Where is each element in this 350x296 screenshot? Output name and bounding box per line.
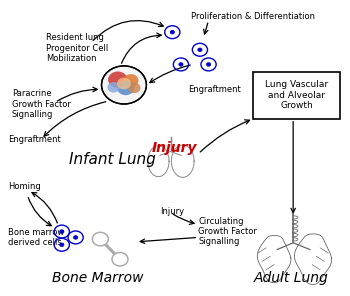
Text: Paracrine
Growth Factor
Signalling: Paracrine Growth Factor Signalling — [12, 89, 71, 119]
Circle shape — [117, 78, 131, 89]
Circle shape — [60, 243, 64, 247]
Text: Bone Marrow: Bone Marrow — [52, 271, 144, 285]
Circle shape — [179, 63, 183, 66]
Circle shape — [74, 236, 78, 239]
Circle shape — [102, 66, 146, 104]
Text: Proliferation & Differentiation: Proliferation & Differentiation — [191, 12, 315, 20]
Text: Engraftment: Engraftment — [188, 85, 240, 94]
Text: Adult Lung: Adult Lung — [254, 271, 329, 285]
Circle shape — [117, 81, 134, 95]
Circle shape — [60, 230, 64, 233]
Circle shape — [170, 30, 174, 34]
Text: Infant Lung: Infant Lung — [69, 152, 155, 167]
Text: Circulating
Growth Factor
Signalling: Circulating Growth Factor Signalling — [198, 217, 257, 247]
Text: Bone marrow
derived cells: Bone marrow derived cells — [8, 228, 64, 247]
Circle shape — [198, 48, 202, 52]
Text: Homing: Homing — [8, 182, 41, 191]
Circle shape — [108, 71, 127, 88]
Text: Injury: Injury — [160, 207, 184, 215]
Circle shape — [128, 83, 141, 93]
Circle shape — [206, 63, 211, 66]
Bar — [253, 72, 340, 119]
Circle shape — [123, 74, 139, 87]
Circle shape — [112, 252, 128, 266]
Circle shape — [107, 82, 120, 93]
Text: Resident lung
Progenitor Cell
Mobilization: Resident lung Progenitor Cell Mobilizati… — [46, 33, 108, 63]
Text: Engraftment: Engraftment — [8, 135, 61, 144]
Text: Injury: Injury — [151, 141, 197, 155]
Text: Lung Vascular
and Alveolar
Growth: Lung Vascular and Alveolar Growth — [265, 80, 328, 110]
Circle shape — [92, 232, 108, 246]
